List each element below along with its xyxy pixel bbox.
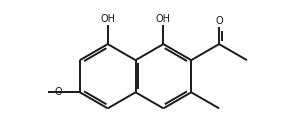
Text: O: O — [215, 16, 223, 26]
Text: OH: OH — [156, 14, 171, 23]
Text: OH: OH — [100, 14, 115, 23]
Text: O: O — [55, 87, 62, 97]
